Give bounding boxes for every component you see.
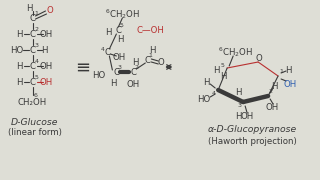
Text: CH₂OH: CH₂OH <box>18 98 47 107</box>
Text: O: O <box>256 53 262 62</box>
Text: H: H <box>117 35 124 44</box>
Text: H: H <box>16 78 23 87</box>
Text: OH: OH <box>113 53 126 62</box>
Text: H: H <box>203 78 210 87</box>
Text: OH: OH <box>40 78 53 87</box>
Text: OH: OH <box>40 30 53 39</box>
Text: 6: 6 <box>34 93 37 98</box>
Text: H: H <box>16 30 23 39</box>
Text: C: C <box>29 30 36 39</box>
Text: 3: 3 <box>237 102 241 107</box>
Text: α-D-Glucopyranose: α-D-Glucopyranose <box>207 125 297 134</box>
Text: H: H <box>235 87 241 96</box>
Text: H: H <box>220 71 227 80</box>
Text: OH: OH <box>284 80 297 89</box>
Text: 3: 3 <box>117 64 121 69</box>
Text: 4: 4 <box>35 58 38 64</box>
Text: OH: OH <box>40 62 53 71</box>
Text: C: C <box>29 62 36 71</box>
Text: 2: 2 <box>134 64 138 69</box>
Text: H: H <box>41 46 48 55</box>
Text: 3: 3 <box>35 42 38 48</box>
Text: H: H <box>285 66 291 75</box>
Text: 5: 5 <box>35 75 38 80</box>
Text: ≡: ≡ <box>75 59 90 77</box>
Text: $^4$C: $^4$C <box>100 46 111 58</box>
Text: 2: 2 <box>268 89 272 93</box>
Text: OH: OH <box>266 102 279 111</box>
Text: 1: 1 <box>279 69 283 73</box>
Text: C: C <box>113 68 119 76</box>
Text: C: C <box>130 68 136 76</box>
Text: HO: HO <box>10 46 23 55</box>
Text: $^6$CH$_2$OH: $^6$CH$_2$OH <box>218 45 253 59</box>
Text: H: H <box>271 82 277 91</box>
Text: 1: 1 <box>148 53 152 57</box>
Text: H: H <box>132 57 139 66</box>
Text: H: H <box>235 111 241 120</box>
Text: OH: OH <box>241 111 254 120</box>
Text: C: C <box>29 78 36 87</box>
Text: 5: 5 <box>119 22 123 28</box>
Text: OH: OH <box>127 80 140 89</box>
Text: HO: HO <box>197 94 211 103</box>
Text: D-Glucose: D-Glucose <box>11 118 58 127</box>
Text: 4: 4 <box>211 91 215 96</box>
Text: H: H <box>26 3 33 12</box>
Text: H: H <box>149 46 156 55</box>
Text: H: H <box>110 78 116 87</box>
Text: $^6$CH$_2$OH: $^6$CH$_2$OH <box>105 7 140 21</box>
Text: 5: 5 <box>220 62 224 68</box>
Text: HO: HO <box>92 71 105 80</box>
Text: H: H <box>105 28 112 37</box>
Text: 2: 2 <box>35 26 38 31</box>
Text: C: C <box>29 46 36 55</box>
Text: 1: 1 <box>35 10 38 15</box>
Text: C: C <box>144 55 150 64</box>
Text: C: C <box>116 26 121 35</box>
Text: (linear form): (linear form) <box>8 127 61 136</box>
Text: O: O <box>158 57 165 66</box>
Text: H: H <box>213 66 220 75</box>
Text: H: H <box>16 62 23 71</box>
Text: C: C <box>29 14 36 22</box>
Text: O: O <box>46 6 53 15</box>
Text: C—OH: C—OH <box>136 26 164 35</box>
Text: (Haworth projection): (Haworth projection) <box>208 136 297 145</box>
